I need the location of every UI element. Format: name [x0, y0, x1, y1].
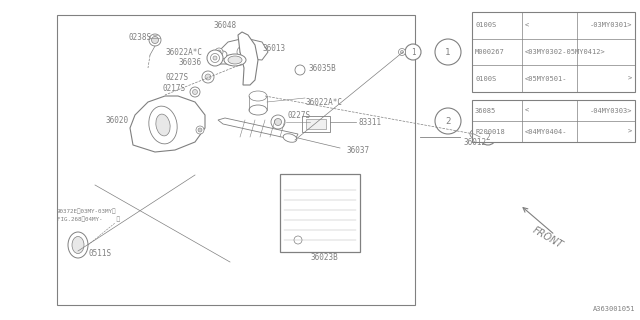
- Circle shape: [213, 56, 217, 60]
- Circle shape: [295, 65, 305, 75]
- Ellipse shape: [68, 232, 88, 258]
- Polygon shape: [238, 32, 258, 85]
- Text: 0227S: 0227S: [165, 73, 188, 82]
- Ellipse shape: [249, 105, 267, 115]
- Circle shape: [211, 53, 220, 62]
- Text: 0100S: 0100S: [475, 76, 496, 82]
- Text: 83311: 83311: [358, 117, 381, 126]
- Text: 1: 1: [445, 47, 451, 57]
- Text: <: <: [525, 22, 529, 28]
- Circle shape: [435, 108, 461, 134]
- Circle shape: [271, 115, 285, 129]
- Text: 0227S: 0227S: [287, 110, 310, 119]
- Circle shape: [202, 71, 214, 83]
- Ellipse shape: [224, 54, 246, 66]
- Text: 36085: 36085: [475, 108, 496, 114]
- Circle shape: [401, 51, 403, 53]
- Ellipse shape: [149, 106, 177, 144]
- Circle shape: [193, 90, 198, 94]
- Text: 0217S: 0217S: [162, 84, 185, 92]
- Text: -03MY0301>: -03MY0301>: [589, 22, 632, 28]
- Text: 36037: 36037: [346, 146, 369, 155]
- Circle shape: [435, 39, 461, 65]
- Ellipse shape: [156, 114, 170, 136]
- Text: 36023B: 36023B: [310, 252, 338, 261]
- Polygon shape: [218, 118, 298, 140]
- Bar: [472, 12, 635, 92]
- Text: 0100S: 0100S: [475, 22, 496, 28]
- Circle shape: [472, 132, 476, 136]
- Circle shape: [205, 74, 211, 80]
- Ellipse shape: [283, 134, 297, 142]
- Text: M000267: M000267: [475, 49, 505, 55]
- Text: R200018: R200018: [475, 129, 505, 134]
- Circle shape: [237, 46, 249, 58]
- Circle shape: [196, 126, 204, 134]
- Text: 2: 2: [486, 132, 490, 141]
- Circle shape: [207, 50, 223, 66]
- Bar: [302, 116, 330, 132]
- Circle shape: [227, 55, 234, 62]
- Bar: [472, 100, 635, 142]
- Text: 0238S: 0238S: [128, 33, 151, 42]
- Text: 36020: 36020: [105, 116, 128, 124]
- Text: 36035B: 36035B: [308, 63, 336, 73]
- Text: 2: 2: [445, 116, 451, 125]
- Circle shape: [217, 50, 221, 54]
- Text: -04MY0303>: -04MY0303>: [589, 108, 632, 114]
- Ellipse shape: [217, 51, 227, 59]
- Polygon shape: [130, 96, 205, 152]
- Polygon shape: [220, 38, 268, 64]
- Text: <03MY0302-05MY0412>: <03MY0302-05MY0412>: [525, 49, 605, 55]
- Ellipse shape: [72, 236, 84, 253]
- Text: 1: 1: [411, 47, 415, 57]
- Circle shape: [405, 44, 421, 60]
- Ellipse shape: [249, 91, 267, 101]
- Text: <04MY0404-: <04MY0404-: [525, 129, 568, 134]
- Text: 36022A*C: 36022A*C: [305, 98, 342, 107]
- Bar: [280, 174, 360, 252]
- Text: FRONT: FRONT: [531, 225, 565, 251]
- Circle shape: [215, 48, 223, 56]
- Circle shape: [294, 236, 302, 244]
- Bar: [57, 15, 415, 305]
- Circle shape: [399, 49, 406, 55]
- Circle shape: [470, 130, 478, 138]
- Text: <05MY0501-: <05MY0501-: [525, 76, 568, 82]
- Ellipse shape: [228, 56, 242, 64]
- Text: 36013: 36013: [262, 44, 285, 52]
- Circle shape: [480, 129, 496, 145]
- Circle shape: [275, 118, 282, 125]
- Circle shape: [190, 87, 200, 97]
- Text: 36012: 36012: [463, 138, 486, 147]
- Bar: [306, 119, 326, 129]
- Text: A363001051: A363001051: [593, 306, 635, 312]
- Text: 0511S: 0511S: [88, 249, 111, 258]
- Text: <: <: [525, 108, 529, 114]
- Text: 36036: 36036: [178, 58, 201, 67]
- Text: 36048: 36048: [213, 20, 237, 29]
- Circle shape: [152, 36, 159, 44]
- Circle shape: [240, 49, 246, 55]
- Circle shape: [198, 128, 202, 132]
- Text: 90372E〃03MY-03MY〄
FIG.268〃04MY-    〄: 90372E〃03MY-03MY〄 FIG.268〃04MY- 〄: [57, 209, 120, 221]
- Text: 36022A*C: 36022A*C: [165, 47, 202, 57]
- Text: >: >: [628, 76, 632, 82]
- Circle shape: [149, 34, 161, 46]
- Text: >: >: [628, 129, 632, 134]
